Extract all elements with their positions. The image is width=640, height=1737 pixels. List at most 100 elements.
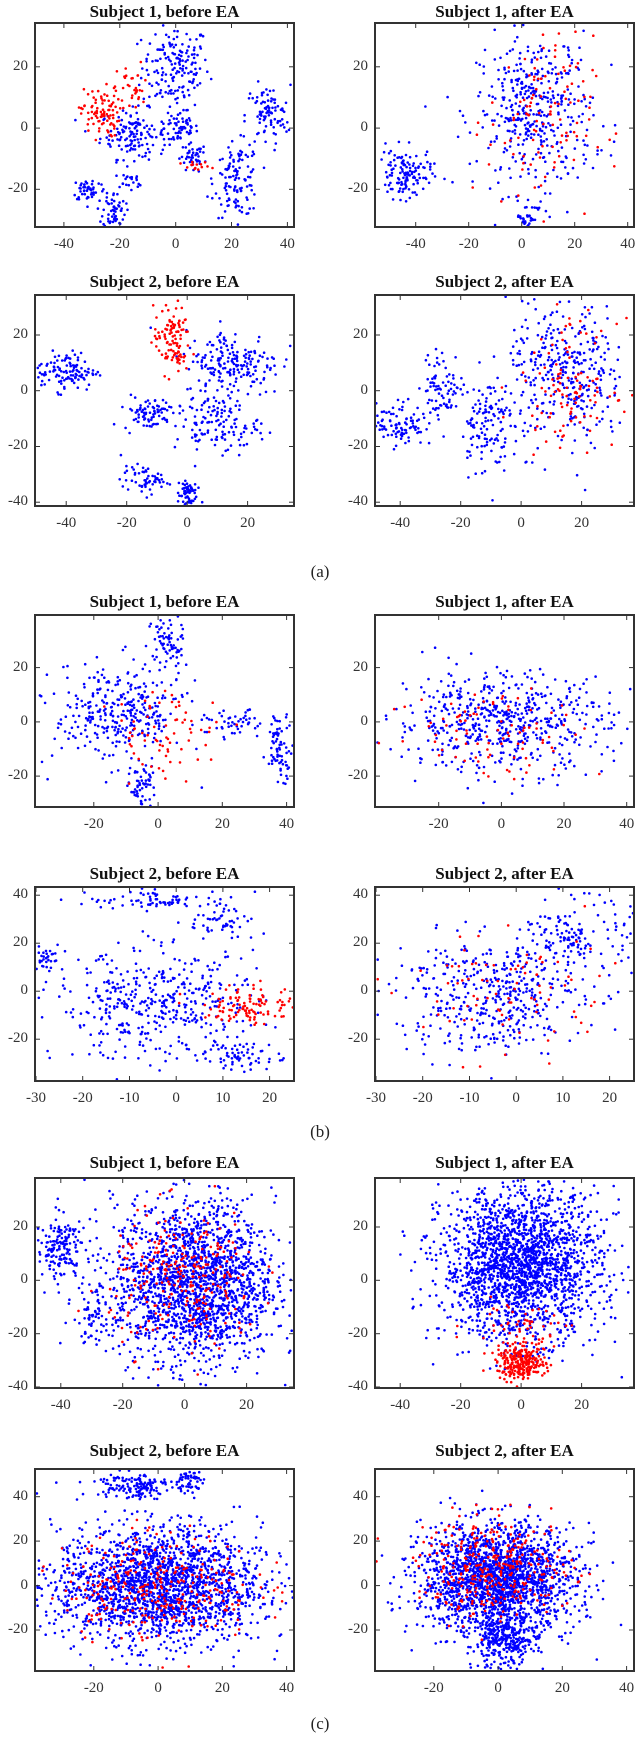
panel-title: Subject 2, before EA (89, 272, 240, 291)
y-tick-label: 20 (13, 57, 28, 74)
plot-area (34, 1177, 295, 1389)
y-tick-label: 0 (20, 1271, 29, 1288)
tick-marks (376, 1179, 633, 1387)
x-tick-label: 20 (240, 515, 256, 531)
x-tick-label: 20 (567, 236, 583, 252)
class-1-points (377, 687, 601, 781)
x-tick-label: -10 (459, 1090, 480, 1106)
y-tick-label: -20 (348, 1621, 368, 1637)
class-2-points (511, 888, 633, 994)
class-2-points (36, 1179, 92, 1294)
y-tick-label: 20 (353, 658, 368, 675)
x-tick-label: 20 (574, 515, 590, 531)
class-2-points (455, 1595, 564, 1670)
class-1-points (179, 160, 214, 171)
class-2-points (36, 349, 102, 396)
y-tick-label: 20 (353, 57, 368, 74)
y-tick-label: 0 (360, 381, 369, 398)
y-tick-label: -20 (348, 437, 368, 454)
scatter-points (36, 888, 293, 1080)
plot-area (34, 294, 295, 507)
class-1-points (113, 60, 147, 109)
panel-title: Subject 1, after EA (435, 2, 574, 21)
plot-area (374, 1468, 635, 1672)
group-label-a: (a) (310, 562, 330, 581)
tick-marks (36, 1470, 293, 1670)
x-tick-label: -40 (405, 236, 426, 252)
x-tick-label: 40 (279, 816, 295, 832)
x-tick-label: 0 (180, 1397, 189, 1413)
y-tick-label: -20 (8, 437, 28, 454)
class-1-points (376, 1503, 592, 1641)
class-1-points (500, 303, 633, 456)
class-2-points (38, 644, 259, 789)
class-1-points (455, 1295, 574, 1368)
class-2-points (96, 192, 129, 226)
y-tick-label: 40 (353, 1487, 368, 1504)
x-tick-label: 20 (214, 1680, 230, 1696)
x-tick-label: 0 (154, 816, 162, 832)
x-tick-label: 20 (574, 1397, 590, 1413)
y-tick-label: -20 (348, 180, 368, 197)
x-tick-label: -20 (450, 1397, 471, 1413)
class-2-points (36, 943, 67, 984)
y-tick-label: 0 (360, 712, 369, 729)
x-tick-label: -40 (390, 1397, 411, 1413)
class-2-points (64, 1282, 119, 1346)
y-tick-label: 20 (353, 934, 368, 951)
y-tick-label: 0 (20, 381, 29, 398)
tick-marks (36, 1179, 293, 1387)
class-2-points (162, 96, 202, 153)
scatter-points (36, 1470, 293, 1670)
x-tick-label: 0 (497, 816, 506, 832)
scatter-points (376, 1179, 633, 1387)
y-tick-label: 40 (13, 886, 28, 903)
class-2-points (175, 1470, 206, 1500)
panel-title: Subject 1, before EA (89, 2, 240, 21)
panel-title: Subject 1, after EA (435, 592, 574, 611)
x-tick-label: 0 (517, 236, 526, 252)
tick-marks (36, 296, 293, 505)
x-tick-label: -20 (109, 236, 130, 252)
class-2-points (180, 141, 205, 173)
y-tick-label: 0 (360, 982, 369, 999)
x-tick-label: 0 (517, 1397, 525, 1413)
class-2-points (376, 920, 617, 1080)
tick-marks (36, 24, 293, 226)
y-tick-label: 0 (20, 712, 29, 729)
x-tick-label: -10 (119, 1090, 140, 1106)
y-tick-label: 20 (13, 1532, 28, 1549)
plot-area (34, 22, 295, 228)
plot-area (374, 614, 635, 808)
x-tick-label: -40 (50, 1397, 71, 1413)
y-tick-label: 20 (353, 1532, 368, 1549)
y-tick-label: 20 (13, 1218, 28, 1234)
x-tick-label: 20 (224, 236, 240, 252)
class-1-points (77, 82, 125, 142)
panel-title: Subject 2, after EA (435, 272, 574, 291)
tick-marks (376, 1470, 633, 1670)
panel-title: Subject 2, before EA (89, 1441, 240, 1460)
tick-marks (376, 24, 633, 226)
x-tick-label: 0 (517, 515, 525, 531)
class-1-points (177, 979, 293, 1026)
class-2-points (74, 104, 182, 177)
class-1-points (77, 1184, 274, 1376)
class-2-points (164, 384, 272, 468)
y-tick-label: -40 (8, 1378, 28, 1394)
y-tick-label: -20 (8, 180, 28, 197)
class-2-points (59, 888, 257, 913)
tick-marks (376, 296, 633, 505)
x-tick-label: 40 (619, 1680, 635, 1696)
x-tick-label: 40 (279, 1680, 295, 1696)
class-2-points (380, 140, 446, 203)
tick-marks (36, 888, 293, 1080)
x-tick-label: 40 (620, 236, 636, 252)
class-2-points (478, 296, 622, 492)
scatter-points (36, 24, 293, 226)
class-2-points (262, 713, 293, 786)
class-2-points (112, 393, 181, 435)
scatter-points (376, 296, 633, 505)
panel-title: Subject 2, after EA (435, 864, 574, 883)
y-tick-label: 0 (20, 1576, 29, 1593)
